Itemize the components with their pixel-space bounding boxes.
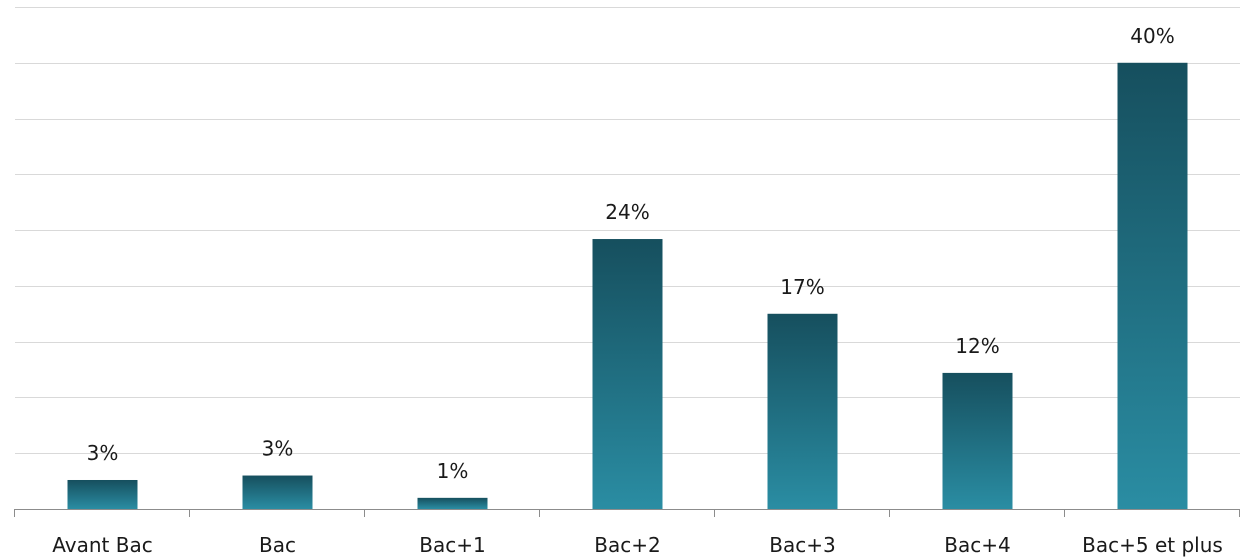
x-axis [14,509,1240,517]
bar [592,239,663,509]
bar [942,372,1013,509]
data-label: 12% [955,334,999,358]
x-tick-label: Bac+1 [419,533,485,557]
bar [67,479,138,509]
data-label: 40% [1130,24,1174,48]
x-tick-label: Bac+4 [944,533,1010,557]
x-tick-labels: Avant Bac Bac Bac+1 Bac+2 Bac+3 Bac+4 Bac+5 et… [52,533,1223,557]
bar [242,475,313,509]
bar [767,313,838,509]
x-tick-label: Bac+5 et plus [1082,533,1223,557]
data-labels: 3% 3% 1% 24% 17% 12% 40% [87,24,1175,483]
data-label: 24% [605,200,649,224]
x-tick-label: Avant Bac [52,533,152,557]
gridlines [15,7,1240,454]
data-label: 1% [437,459,469,483]
bar [1117,62,1188,510]
bars [67,62,1188,510]
data-label: 17% [780,275,824,299]
x-tick-label: Bac [259,533,296,557]
data-label: 3% [262,437,294,461]
x-tick-label: Bac+2 [594,533,660,557]
data-label: 3% [87,441,119,465]
x-tick-label: Bac+3 [769,533,835,557]
bar [417,497,488,509]
